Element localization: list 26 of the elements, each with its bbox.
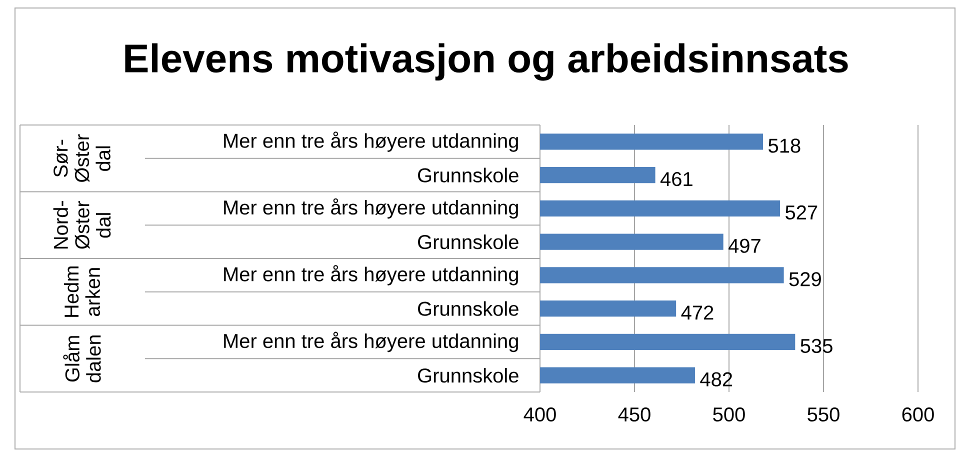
data-label: 461 [660,172,692,186]
text: Nord-Øster dal [53,201,111,249]
x-tick-label: 400 [524,407,556,422]
x-tick-label: 600 [902,407,934,422]
text: Glåm dalen [63,335,101,382]
chart-title: Elevens motivasjon og arbeidsinnsats [125,43,848,81]
y-tick-label: Mer enn tre års høyere utdanning [224,198,518,219]
y-tick-label: Grunnskole [418,234,518,250]
data-label: 497 [728,238,760,253]
data-label: 527 [786,205,818,220]
y-tick-label: Mer enn tre års høyere utdanning [224,265,518,286]
text: Sør-Øster dal [54,134,110,182]
data-label: 529 [789,272,821,286]
x-tick-label: 450 [618,407,650,422]
y-tick-label: Mer enn tre års høyere utdanning [224,332,518,352]
data-label: 535 [800,338,832,354]
x-tick-label: 550 [808,407,840,422]
data-label: 482 [700,372,732,386]
data-label: 518 [768,138,800,153]
y-tick-label: Mer enn tre års høyere utdanning [224,132,518,152]
text: Hedm arken [64,266,100,317]
x-tick-label: 500 [713,407,745,422]
y-tick-label: Grunnskole [418,301,518,316]
y-tick-label: Grunnskole [418,168,518,182]
y-tick-label: Grunnskole [418,368,518,383]
data-label: 472 [681,306,714,320]
